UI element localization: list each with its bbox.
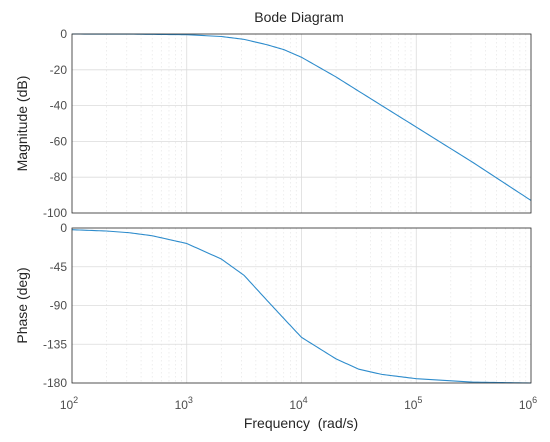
magnitude-y-tick-label: -40 (50, 99, 68, 113)
x-tick-label: 103 (175, 395, 193, 412)
phase-frame (71, 227, 532, 384)
phase-y-tick-label: -45 (50, 260, 68, 274)
x-tick-label: 106 (519, 395, 537, 412)
magnitude-y-tick-label: -60 (50, 134, 68, 148)
x-tick-label: 102 (60, 395, 78, 412)
x-tick-label: 105 (404, 395, 422, 412)
magnitude-y-tick-label: -100 (43, 206, 67, 220)
magnitude-axes: 0 -20 -40 -60 -80 -100 Magnitude (dB) (14, 27, 532, 220)
phase-y-axis-label: Phase (deg) (14, 267, 30, 343)
phase-y-tick-label: 0 (60, 221, 67, 235)
phase-series-line (71, 229, 532, 384)
magnitude-y-tick-label: -20 (50, 63, 68, 77)
magnitude-series-line (71, 33, 532, 201)
x-tick-label: 104 (289, 395, 307, 412)
magnitude-y-axis-label: Magnitude (dB) (14, 76, 30, 172)
phase-y-tick-label: -180 (43, 376, 67, 390)
x-axis-label: Frequency (rad/s) (244, 415, 358, 431)
magnitude-y-tick-label: -80 (50, 170, 68, 184)
chart-title: Bode Diagram (254, 9, 344, 25)
phase-y-tick-label: -135 (43, 337, 67, 351)
phase-axes: 0 -45 -90 -135 -180 Phase (deg) (14, 221, 532, 390)
magnitude-y-tick-label: 0 (60, 27, 67, 41)
phase-y-tick-label: -90 (50, 299, 68, 313)
magnitude-frame (71, 33, 532, 214)
